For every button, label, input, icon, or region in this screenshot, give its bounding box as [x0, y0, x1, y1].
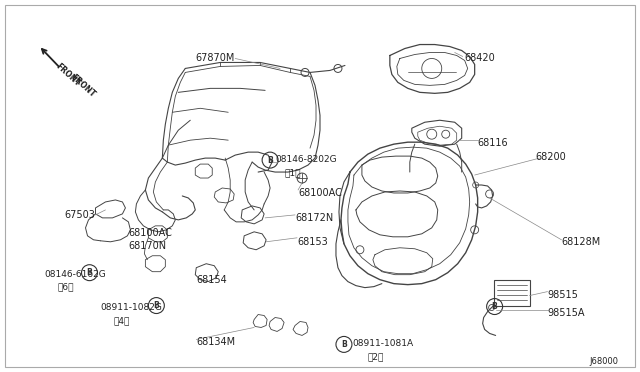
Text: 68116: 68116	[477, 138, 508, 148]
Text: （1）: （1）	[284, 168, 301, 177]
Text: 68170N: 68170N	[129, 241, 166, 251]
Text: 98515A: 98515A	[547, 308, 585, 318]
Text: （6）: （6）	[58, 283, 74, 292]
Text: 67870M: 67870M	[195, 52, 235, 62]
Text: 08146-8202G: 08146-8202G	[275, 155, 337, 164]
Text: （4）: （4）	[113, 317, 130, 326]
Text: 68100AC: 68100AC	[298, 188, 342, 198]
Text: FRONT: FRONT	[68, 73, 97, 99]
Text: 98515: 98515	[547, 290, 579, 299]
Text: B: B	[492, 302, 497, 311]
Text: 68420: 68420	[465, 52, 495, 62]
Text: B: B	[341, 340, 347, 349]
Text: J68000: J68000	[589, 357, 618, 366]
Text: 68172N: 68172N	[295, 213, 333, 223]
Text: 68154: 68154	[196, 275, 227, 285]
Text: 08146-6162G: 08146-6162G	[45, 270, 106, 279]
Text: 08911-1081A: 08911-1081A	[352, 339, 413, 349]
Text: B: B	[86, 268, 92, 277]
Text: 68153: 68153	[297, 237, 328, 247]
Text: 68128M: 68128M	[561, 237, 601, 247]
Text: 67503: 67503	[65, 210, 95, 220]
Text: FRONT: FRONT	[54, 62, 81, 89]
Text: B: B	[154, 301, 159, 310]
Text: 68200: 68200	[536, 152, 566, 162]
Text: 68100AC: 68100AC	[129, 228, 172, 238]
Text: 68134M: 68134M	[196, 337, 236, 347]
Text: 08911-1082G: 08911-1082G	[100, 302, 163, 312]
Text: B: B	[268, 155, 273, 164]
Text: （2）: （2）	[368, 352, 384, 361]
